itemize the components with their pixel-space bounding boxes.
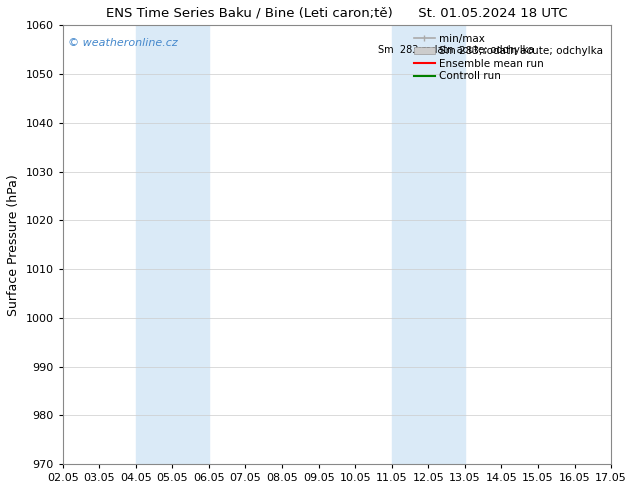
Text: Sm  283;rodatn acute; odchylka: Sm 283;rodatn acute; odchylka <box>378 45 534 55</box>
Legend: min/max, Sm 283;rodatn acute; odchylka, Ensemble mean run, Controll run: min/max, Sm 283;rodatn acute; odchylka, … <box>411 30 606 85</box>
Text: © weatheronline.cz: © weatheronline.cz <box>68 38 178 49</box>
Y-axis label: Surface Pressure (hPa): Surface Pressure (hPa) <box>7 174 20 316</box>
Title: ENS Time Series Baku / Bine (Leti caron;tě)      St. 01.05.2024 18 UTC: ENS Time Series Baku / Bine (Leti caron;… <box>106 7 567 20</box>
Bar <box>136 25 209 464</box>
Bar <box>392 25 465 464</box>
